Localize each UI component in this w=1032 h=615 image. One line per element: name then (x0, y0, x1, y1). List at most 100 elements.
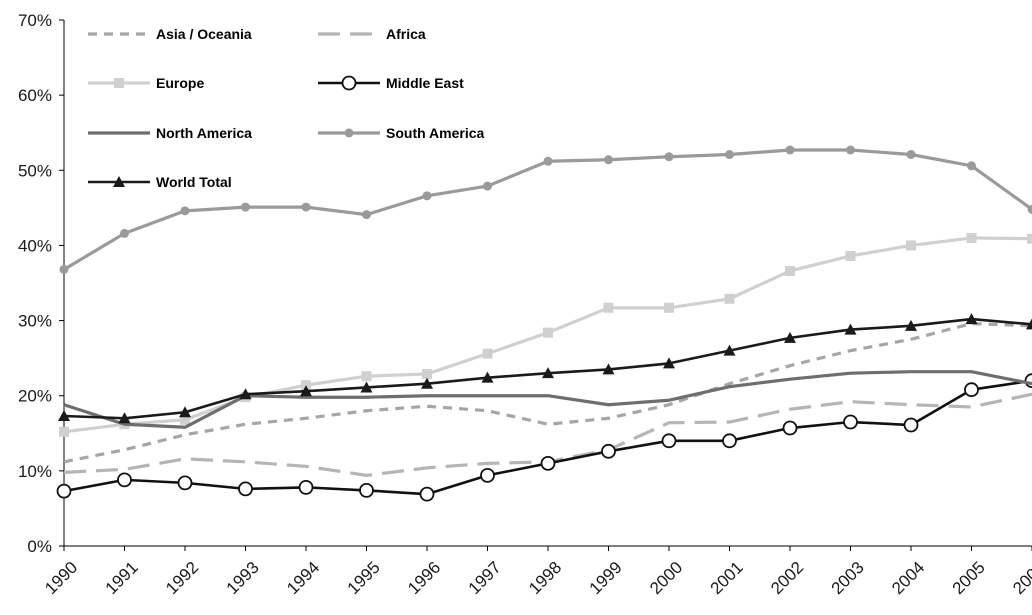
x-tick-label: 1992 (162, 558, 202, 598)
data-point-south-america (543, 156, 553, 166)
data-point-middle-east (540, 455, 556, 471)
x-tick-label: 1994 (283, 558, 323, 598)
legend-item-europe: Europe (88, 75, 204, 91)
data-point-world-total (844, 323, 857, 335)
data-point-europe (543, 327, 553, 338)
series-line-middle-east (63, 379, 1032, 496)
data-point-europe (482, 348, 493, 359)
data-point-south-america (180, 206, 190, 216)
data-point-middle-east (298, 479, 314, 495)
series-world-total (58, 313, 1032, 424)
y-tick-label: 10% (18, 462, 52, 481)
y-axis-ticks: 0% 10% 20% 30% 40% 50% 60% 70% (18, 11, 64, 556)
data-point-south-america (301, 202, 311, 212)
data-point-world-total (965, 313, 978, 325)
x-tick-label: 2004 (888, 558, 928, 598)
data-point-europe (664, 302, 674, 313)
data-point-middle-east (843, 414, 858, 430)
data-point-south-america (725, 150, 734, 160)
data-point-south-america (1027, 204, 1032, 214)
legend-label-north-america: North America (156, 125, 252, 141)
data-point-world-total (1026, 318, 1032, 330)
legend-marker-world-total (113, 176, 125, 187)
y-tick-label: 0% (27, 537, 52, 556)
legend-item-north-america: North America (88, 125, 252, 141)
data-point-world-total (421, 377, 433, 389)
data-point-middle-east (903, 417, 919, 433)
x-tick-label: 2003 (828, 558, 868, 598)
x-tick-label: 2005 (949, 558, 989, 598)
legend-marker-south-america (344, 128, 354, 138)
data-point-world-total (179, 406, 191, 418)
data-point-europe (422, 368, 432, 379)
legend-label-south-america: South America (386, 125, 484, 141)
legend-marker-middle-east (341, 75, 357, 91)
data-point-middle-east (56, 483, 72, 499)
data-point-europe (785, 265, 795, 276)
legend-label-world-total: World Total (156, 174, 232, 190)
y-tick-label: 70% (18, 11, 52, 30)
x-tick-label: 1996 (404, 558, 444, 598)
data-point-middle-east (782, 420, 798, 436)
data-point-europe (724, 293, 735, 304)
y-tick-label: 40% (18, 236, 52, 255)
legend-marker-europe (114, 78, 124, 88)
data-point-south-america (604, 155, 613, 165)
data-point-europe (301, 380, 311, 391)
data-point-europe (845, 250, 856, 261)
x-tick-label: 1997 (465, 558, 505, 598)
data-point-world-total (723, 344, 736, 356)
data-point-south-america (906, 150, 916, 160)
data-point-south-america (846, 145, 855, 155)
data-point-europe (966, 232, 977, 243)
x-tick-label: 2000 (646, 558, 686, 598)
x-tick-label: 1993 (223, 558, 263, 598)
data-point-middle-east (964, 382, 979, 398)
data-point-south-america (422, 191, 432, 201)
data-point-south-america (967, 161, 976, 171)
data-point-middle-east (722, 433, 737, 449)
legend-item-africa: Africa (318, 26, 426, 42)
data-point-middle-east (238, 481, 253, 497)
y-tick-label: 50% (18, 161, 52, 180)
data-point-middle-east (419, 486, 435, 502)
data-point-world-total (58, 410, 70, 422)
x-tick-label: 1998 (525, 558, 565, 598)
data-point-middle-east (177, 475, 193, 491)
legend-label-europe: Europe (156, 75, 204, 91)
x-tick-label: 2002 (767, 558, 807, 598)
x-tick-label: 1999 (586, 558, 626, 598)
data-point-south-america (120, 228, 129, 238)
legend-item-asia-oceania: Asia / Oceania (88, 26, 252, 42)
data-point-south-america (483, 181, 492, 191)
legend-label-asia-oceania: Asia / Oceania (156, 26, 252, 42)
data-point-world-total (663, 357, 675, 369)
data-point-world-total (602, 363, 615, 375)
data-point-world-total (784, 331, 796, 343)
series-line-north-america (63, 370, 1032, 429)
data-point-middle-east (601, 443, 616, 459)
data-point-europe (361, 371, 372, 382)
data-point-world-total (360, 381, 373, 393)
data-point-europe (59, 426, 69, 437)
x-tick-label: 1991 (102, 558, 142, 598)
axes: 0% 10% 20% 30% 40% 50% 60% 70% 1990 1991 1992 1993… (18, 11, 1032, 598)
legend-label-africa: Africa (386, 26, 426, 42)
data-point-world-total (905, 319, 917, 331)
data-point-world-total (481, 371, 494, 383)
data-point-world-total (239, 388, 252, 400)
data-point-world-total (118, 412, 131, 424)
data-point-middle-east (1024, 373, 1032, 389)
data-point-south-america (59, 264, 69, 274)
data-point-south-america (664, 152, 674, 162)
legend-label-middle-east: Middle East (386, 75, 464, 91)
x-tick-label: 2006 (1009, 558, 1032, 598)
data-point-world-total (300, 385, 312, 397)
data-point-middle-east (661, 433, 677, 449)
data-point-south-america (785, 145, 795, 155)
data-point-south-america (362, 210, 371, 220)
data-point-europe (906, 240, 916, 251)
data-point-europe (180, 414, 190, 425)
data-point-europe (1027, 233, 1032, 244)
